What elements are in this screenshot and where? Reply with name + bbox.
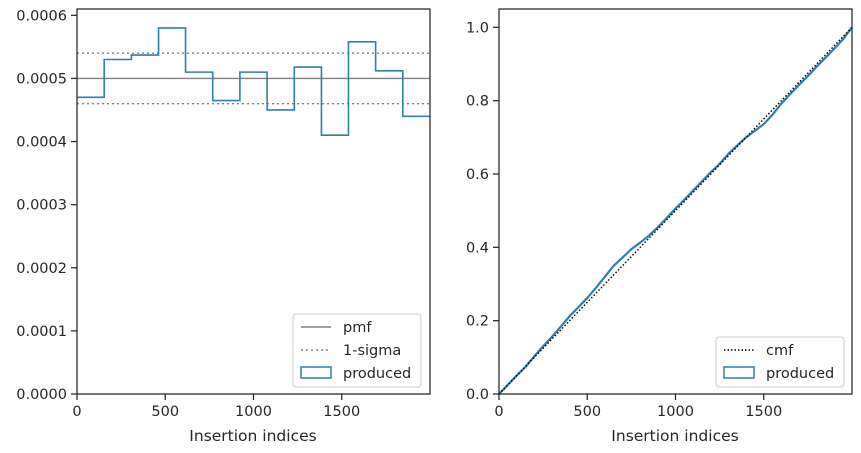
- right-ytick-label: 0.2: [466, 314, 489, 330]
- right-legend: cmf produced: [715, 336, 845, 388]
- produced-point: [771, 114, 774, 116]
- left-ytick-label: 0.0002: [16, 261, 67, 277]
- produced-point: [692, 189, 694, 192]
- right-ytick-label: 0.6: [466, 167, 489, 183]
- produced-point: [683, 199, 685, 201]
- left-legend-box: [292, 313, 422, 388]
- produced-point: [586, 297, 588, 299]
- produced-point: [666, 217, 668, 219]
- legend-produced-patch-right: [723, 366, 755, 379]
- left-ytick-label: 0.0000: [16, 387, 67, 403]
- produced-point: [621, 257, 624, 259]
- produced-point: [824, 57, 827, 59]
- produced-point: [604, 276, 606, 278]
- legend-sigma-label: 1-sigma: [343, 343, 401, 359]
- produced-step-histogram: [77, 27, 430, 137]
- produced-point: [833, 48, 835, 50]
- produced-point: [595, 287, 597, 289]
- legend-produced-label-right: produced: [766, 366, 834, 382]
- right-xtick-label: 0: [494, 404, 503, 420]
- left-ytick-label: 0.0005: [16, 71, 67, 87]
- produced-point: [639, 241, 641, 244]
- produced-point: [745, 136, 747, 138]
- produced-point: [648, 235, 650, 237]
- left-ytick-label: 0.0001: [16, 324, 67, 340]
- produced-point: [524, 366, 527, 368]
- left-ytick-label: 0.0003: [16, 198, 67, 214]
- produced-point: [533, 355, 535, 357]
- left-ytick-label: 0.0004: [16, 135, 67, 151]
- right-ytick-label: 0.4: [466, 240, 489, 256]
- produced-point: [657, 226, 659, 228]
- right-legend-box: [715, 336, 845, 388]
- produced-point: [560, 325, 562, 328]
- produced-point: [542, 345, 544, 347]
- produced-point: [701, 180, 703, 182]
- left-xlabel: Insertion indices: [189, 427, 316, 445]
- produced-point: [842, 38, 844, 40]
- left-xtick-label: 1000: [235, 404, 272, 420]
- legend-cmf-label: cmf: [766, 343, 794, 359]
- produced-point: [798, 84, 800, 86]
- left-legend: pmf 1-sigma produced: [292, 313, 422, 388]
- left-xtick-label: 1500: [323, 404, 360, 420]
- right-xlabel: Insertion indices: [611, 427, 738, 445]
- right-xtick-label: 1000: [657, 404, 694, 420]
- produced-point: [613, 265, 615, 267]
- left-ticks: 0 500 1000 1500 0.0000 0.0001 0.0002 0.0003 0.00…: [16, 8, 360, 420]
- right-ytick-label: 1.0: [466, 20, 489, 36]
- left-data-layer: [77, 27, 430, 137]
- produced-point: [569, 315, 571, 317]
- right-ytick-label: 0.8: [466, 94, 489, 110]
- produced-point: [727, 153, 730, 155]
- produced-point: [551, 336, 553, 338]
- produced-point: [577, 306, 580, 308]
- left-panel: 0 500 1000 1500 0.0000 0.0001 0.0002 0.0003 0.00…: [16, 8, 431, 445]
- left-ytick-label: 0.0006: [16, 8, 67, 24]
- right-xtick-label: 500: [573, 404, 601, 420]
- left-xtick-label: 500: [151, 404, 179, 420]
- produced-point: [630, 248, 632, 250]
- produced-point: [789, 93, 791, 95]
- right-xtick-label: 1500: [745, 404, 782, 420]
- produced-point: [780, 103, 783, 105]
- legend-produced-patch: [300, 366, 332, 379]
- produced-point: [710, 171, 712, 173]
- produced-point: [674, 207, 677, 210]
- legend-pmf-label: pmf: [343, 320, 372, 336]
- left-xtick-label: 0: [72, 404, 81, 420]
- cmf-line: [498, 26, 853, 395]
- right-ticks: 0 500 1000 1500 0.0 0.2 0.4 0.6 0.8 1.0: [466, 20, 782, 420]
- produced-point: [754, 130, 756, 132]
- produced-point: [507, 384, 509, 386]
- produced-point: [816, 65, 818, 68]
- produced-point: [807, 75, 809, 77]
- right-panel: 0 500 1000 1500 0.0 0.2 0.4 0.6 0.8 1.0 Insertion…: [466, 8, 853, 445]
- produced-point: [763, 123, 765, 125]
- legend-produced-label: produced: [343, 366, 411, 382]
- right-ytick-label: 0.0: [466, 387, 489, 403]
